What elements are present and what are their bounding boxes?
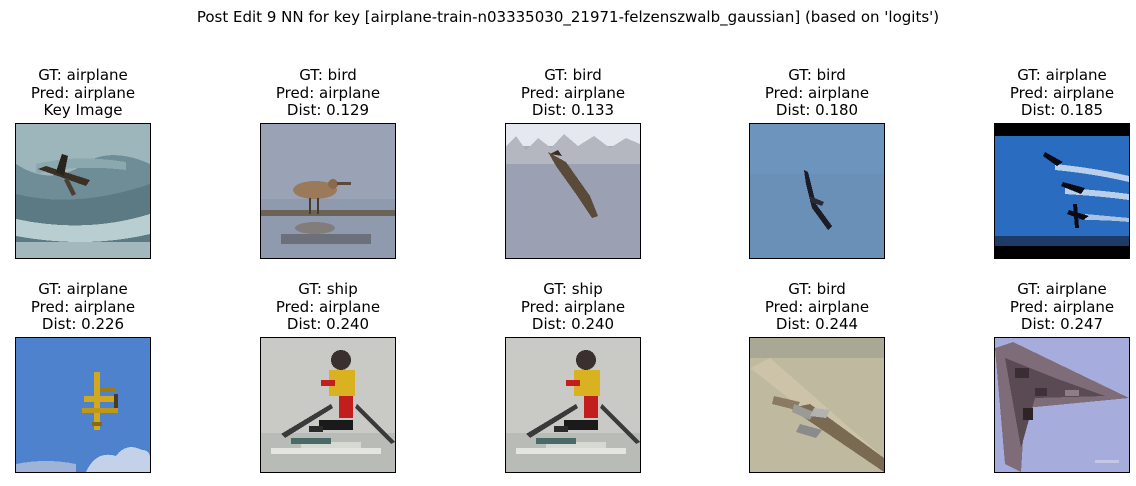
- panel-title: GT: bird Pred: airplane Dist: 0.129: [220, 66, 436, 120]
- distance-label: Dist: 0.244: [775, 315, 859, 333]
- pred-label: Pred: airplane: [520, 297, 626, 316]
- distance-label: Dist: 0.240: [286, 315, 370, 333]
- thumbnail-image: [15, 337, 151, 473]
- thumbnail-image: [260, 123, 396, 259]
- panel-title: GT: airplane Pred: airplane Dist: 0.226: [0, 280, 191, 334]
- panel-title: GT: airplane Pred: airplane Key Image: [0, 66, 191, 120]
- distance-label: Dist: 0.240: [531, 315, 615, 333]
- pred-label: Pred: airplane: [764, 83, 870, 102]
- pred-label: Pred: airplane: [520, 83, 626, 102]
- distance-label: Dist: 0.133: [531, 101, 615, 119]
- pred-label: Pred: airplane: [275, 297, 381, 316]
- thumbnail-image: [994, 123, 1130, 259]
- thumbnail-image: [505, 337, 641, 473]
- distance-label: Dist: 0.185: [1020, 101, 1104, 119]
- panel-title: GT: ship Pred: airplane Dist: 0.240: [220, 280, 436, 334]
- distance-label: Dist: 0.226: [41, 315, 125, 333]
- thumbnail-image: [994, 337, 1130, 473]
- panel-title: GT: bird Pred: airplane Dist: 0.180: [709, 66, 925, 120]
- panel-title: GT: airplane Pred: airplane Dist: 0.185: [954, 66, 1136, 120]
- thumbnail-image: [749, 123, 885, 259]
- thumbnail-image: [15, 123, 151, 259]
- pred-label: Pred: airplane: [1009, 83, 1115, 102]
- thumbnail-image: [505, 123, 641, 259]
- pred-label: Pred: airplane: [30, 83, 136, 102]
- gt-label: GT: ship: [298, 280, 358, 298]
- pred-label: Pred: airplane: [275, 83, 381, 102]
- pred-label: Pred: airplane: [764, 297, 870, 316]
- gt-label: GT: ship: [543, 280, 603, 298]
- gt-label: GT: bird: [788, 280, 846, 298]
- key-image-label: Key Image: [43, 101, 123, 119]
- gt-label: GT: airplane: [38, 280, 128, 298]
- gt-label: GT: bird: [788, 66, 846, 84]
- distance-label: Dist: 0.129: [286, 101, 370, 119]
- gt-label: GT: bird: [544, 66, 602, 84]
- thumbnail-image: [749, 337, 885, 473]
- gt-label: GT: airplane: [38, 66, 128, 84]
- distance-label: Dist: 0.247: [1020, 315, 1104, 333]
- distance-label: Dist: 0.180: [775, 101, 859, 119]
- panel-title: GT: ship Pred: airplane Dist: 0.240: [465, 280, 681, 334]
- panel-title: GT: airplane Pred: airplane Dist: 0.247: [954, 280, 1136, 334]
- gt-label: GT: airplane: [1017, 280, 1107, 298]
- figure-title: Post Edit 9 NN for key [airplane-train-n…: [196, 8, 940, 26]
- gt-label: GT: bird: [299, 66, 357, 84]
- pred-label: Pred: airplane: [1009, 297, 1115, 316]
- gt-label: GT: airplane: [1017, 66, 1107, 84]
- panel-title: GT: bird Pred: airplane Dist: 0.133: [465, 66, 681, 120]
- pred-label: Pred: airplane: [30, 297, 136, 316]
- thumbnail-image: [260, 337, 396, 473]
- panel-title: GT: bird Pred: airplane Dist: 0.244: [709, 280, 925, 334]
